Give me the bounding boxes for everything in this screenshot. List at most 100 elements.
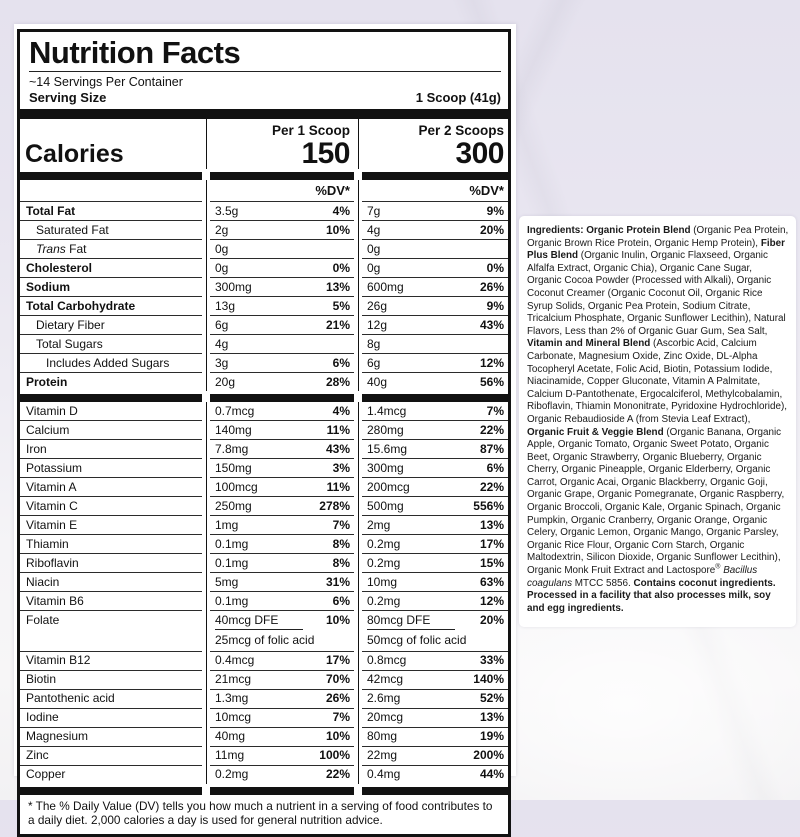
column-divider <box>202 726 210 746</box>
amount-value: 0.2mg <box>215 767 249 781</box>
daily-value-percent: 6% <box>332 593 350 608</box>
amount-value: 0.4mcg <box>215 653 255 667</box>
daily-value-percent: 0% <box>332 260 350 275</box>
column-divider <box>354 402 362 420</box>
nutrient-name: Includes Added Sugars <box>20 353 202 372</box>
amount-value: 300mg <box>215 279 252 294</box>
amount-value: 6g <box>367 355 381 370</box>
column-divider <box>202 402 210 420</box>
amount-value: 1mg <box>215 517 239 532</box>
amount-value: 150mg <box>215 460 252 475</box>
nutrient-values: 13g 5% <box>210 296 354 315</box>
nutrient-row: Calcium 140mg 11% 280mg 22% <box>20 420 508 439</box>
amount-value: 40mcg DFE <box>215 613 303 630</box>
column-divider <box>202 707 210 727</box>
daily-value-percent: 4% <box>332 203 350 218</box>
nutrient-row: Thiamin 0.1mg 8% 0.2mg 17% <box>20 534 508 553</box>
nutrient-values: 15.6mg 87% <box>362 439 508 458</box>
nutrient-values: 20g 28% <box>210 372 354 391</box>
nutrient-name: Saturated Fat <box>20 220 202 239</box>
daily-value-percent: 7% <box>332 710 350 724</box>
nutrient-row: Niacin 5mg 31% 10mg 63% <box>20 572 508 591</box>
column-divider <box>354 610 362 651</box>
daily-value-percent: 6% <box>332 355 350 370</box>
nutrient-values: 1.3mg 26% <box>210 688 354 708</box>
column-divider <box>354 726 362 746</box>
nutrient-values: 42mcg 140% <box>362 669 508 689</box>
nutrient-name: Trans Fat <box>20 239 202 258</box>
servings-per-container: ~14 Servings Per Container <box>29 75 183 89</box>
column-divider <box>202 553 210 572</box>
column-divider <box>354 745 362 765</box>
daily-value-footnote: * The % Daily Value (DV) tells you how m… <box>28 798 493 828</box>
column-divider <box>202 477 210 496</box>
nutrition-label-sheet: Nutrition Facts ~14 Servings Per Contain… <box>14 24 516 837</box>
amount-value: 3.5g <box>215 203 239 218</box>
nutrient-row: Vitamin D 0.7mcg 4% 1.4mcg 7% <box>20 402 508 420</box>
nutrient-values: 10mg 63% <box>362 572 508 591</box>
header-divider <box>29 71 501 72</box>
amount-value: 140mg <box>215 422 252 437</box>
amount-value: 0g <box>367 241 381 256</box>
daily-value-percent: 52% <box>479 691 504 705</box>
amount-value: 5mg <box>215 574 239 589</box>
column-divider <box>202 439 210 458</box>
amount-value: 0g <box>215 241 229 256</box>
nutrient-values: 0.2mg 22% <box>210 764 354 784</box>
daily-value-percent: 8% <box>332 555 350 570</box>
daily-value-percent: 100% <box>319 748 350 762</box>
nutrient-name: Folate <box>20 610 202 651</box>
nutrient-values: 300mg 6% <box>362 458 508 477</box>
column-divider <box>202 334 210 353</box>
column-divider <box>202 315 210 334</box>
daily-value-percent: 33% <box>479 653 504 667</box>
nutrient-name: Vitamin E <box>20 515 202 534</box>
nutrient-row: Dietary Fiber 6g 21% 12g 43% <box>20 315 508 334</box>
amount-value: 0.7mcg <box>215 403 255 418</box>
nutrient-values: 0.1mg 8% <box>210 553 354 572</box>
daily-value-percent: 278% <box>319 498 350 513</box>
ingredients-segment: (Organic Inulin, Organic Flaxseed, Organ… <box>527 250 786 337</box>
per-scoop-header-row: Per 1 Scoop Per 2 Scoops <box>20 119 508 138</box>
column-divider <box>354 553 362 572</box>
amount-value: 20g <box>215 374 236 389</box>
column-divider <box>202 688 210 708</box>
column-divider <box>202 277 210 296</box>
amount-value: 280mg <box>367 422 404 437</box>
column-divider <box>354 477 362 496</box>
ingredients-segment: Ingredients: Organic Protein Blend <box>527 225 694 236</box>
column-divider <box>202 458 210 477</box>
daily-value-percent: 63% <box>479 574 504 589</box>
amount-value: 13g <box>215 298 236 313</box>
ingredients-segment: (Organic Banana, Organic Apple, Organic … <box>527 426 785 577</box>
daily-value-percent: 140% <box>473 672 504 686</box>
ingredients-segment: (Ascorbic Acid, Calcium Carbonate, Magne… <box>527 338 787 425</box>
nutrient-values: 40g 56% <box>362 372 508 391</box>
daily-value-percent: 22% <box>325 767 350 781</box>
column-divider <box>354 277 362 296</box>
daily-value-percent: 43% <box>479 317 504 332</box>
nutrient-values: 7g 9% <box>362 201 508 220</box>
column-divider <box>202 220 210 239</box>
nutrient-values: 0.7mcg 4% <box>210 402 354 420</box>
nutrient-row: Vitamin E 1mg 7% 2mg 13% <box>20 515 508 534</box>
daily-value-percent: 10% <box>325 612 350 627</box>
nutrient-name: Potassium <box>20 458 202 477</box>
column-divider <box>354 220 362 239</box>
label-header: Nutrition Facts ~14 Servings Per Contain… <box>20 32 508 109</box>
daily-value-percent: 13% <box>479 710 504 724</box>
nutrient-row: Trans Fat 0g 0g <box>20 239 508 258</box>
column-divider <box>354 515 362 534</box>
amount-value: 80mg <box>367 729 398 743</box>
nutrient-values: 1mg 7% <box>210 515 354 534</box>
daily-value-header-row: %DV* %DV* <box>20 180 508 201</box>
daily-value-percent: 17% <box>325 653 350 667</box>
amount-value: 0.8mcg <box>367 653 407 667</box>
column-divider <box>354 764 362 784</box>
amount-value: 22mg <box>367 748 398 762</box>
daily-value-percent: 13% <box>479 517 504 532</box>
column-divider <box>354 439 362 458</box>
nutrient-name: Copper <box>20 764 202 784</box>
amount-value: 26g <box>367 298 388 313</box>
amount-value: 42mcg <box>367 672 404 686</box>
